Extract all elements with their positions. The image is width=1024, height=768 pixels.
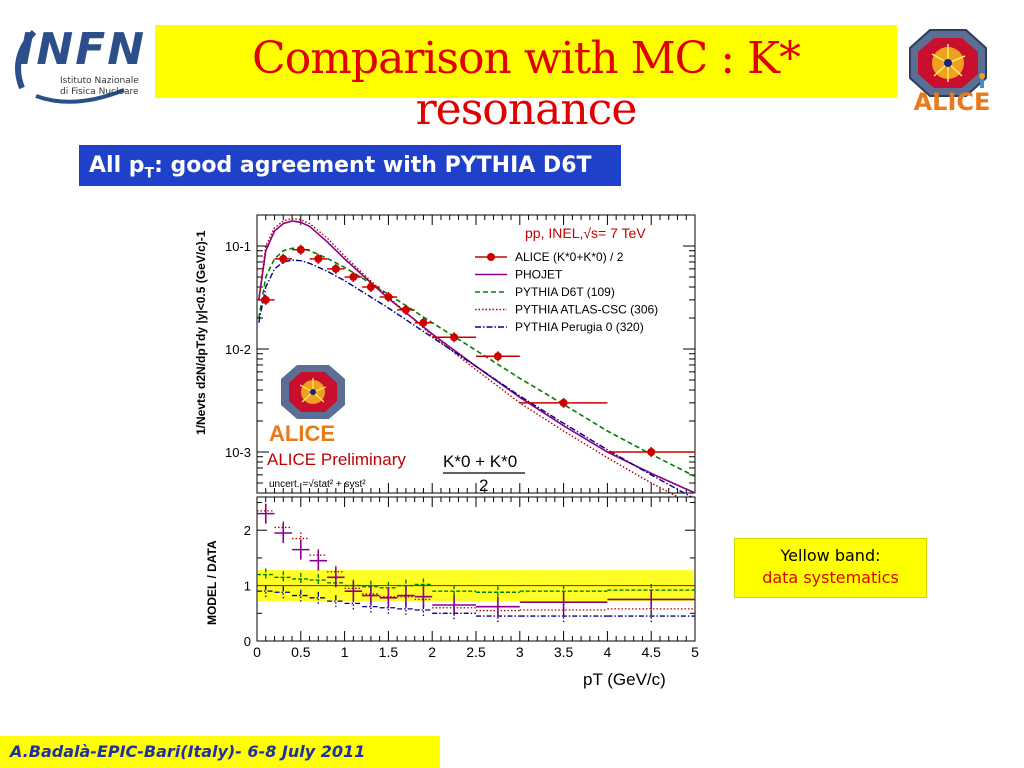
x-tick-label: 1.5 <box>379 644 399 660</box>
alice-wordmark: ALICE <box>913 88 991 116</box>
curve-perugia <box>258 259 696 500</box>
data-point <box>366 282 375 291</box>
data-point <box>450 333 459 342</box>
x-tick-label: 0 <box>253 644 261 660</box>
x-tick-label: 3 <box>516 644 524 660</box>
legend-label: PHOJET <box>515 268 563 282</box>
x-tick-label: 4.5 <box>641 644 661 660</box>
bottom-panel: 0 0.5 1 1.5 2 2.5 3 3.5 4 4.5 5 0 1 2 <box>244 496 699 660</box>
x-tick-label: 5 <box>691 644 699 660</box>
xlabel: pT (GeV/c) <box>583 670 666 689</box>
subtitle-banner: All pT: good agreement with PYTHIA D6T <box>79 145 621 186</box>
top-y-tick-label: 10-2 <box>225 342 251 357</box>
chart: 10-1 10-2 10-3 0 0.5 1 1.5 2 2.5 3 3.5 4 4.5 5 0 1 2 AL… <box>175 205 715 695</box>
uncert-label: uncert. =√stat² + syst² <box>269 478 366 490</box>
data-point <box>279 254 288 263</box>
x-tick-label: 3.5 <box>554 644 574 660</box>
data-point <box>493 352 502 361</box>
bottom-y-tick-label: 2 <box>244 523 251 538</box>
bottom-y-tick-label: 1 <box>244 579 251 594</box>
infn-wordmark: INFN <box>18 24 147 75</box>
legend-marker-dot <box>487 253 495 261</box>
note-line2: data systematics <box>762 568 899 587</box>
top-frame <box>256 214 696 494</box>
plot-alice-logo-icon <box>281 365 345 419</box>
data-point <box>647 448 656 457</box>
legend-label: PYTHIA Perugia 0 (320) <box>515 320 644 334</box>
subtitle-sub: T <box>144 165 155 182</box>
data-point <box>296 245 305 254</box>
legend-label: PYTHIA ATLAS-CSC (306) <box>515 303 658 317</box>
plot-alice-wordmark: ALICE <box>269 421 335 446</box>
x-tick-label: 0.5 <box>291 644 311 660</box>
bottom-frame <box>256 496 696 642</box>
infn-logo: INFN Istituto Nazionale di Fisica Nuclea… <box>14 18 156 108</box>
data-point <box>384 292 393 301</box>
infn-logo-icon <box>15 29 125 104</box>
top-panel: 10-1 10-2 10-3 <box>225 214 696 507</box>
legend-label: ALICE (K*0+K*0) / 2 <box>515 250 624 264</box>
alice-logo-icon <box>909 29 987 97</box>
data-point <box>401 305 410 314</box>
system-label: pp, INEL,√s= 7 TeV <box>525 225 646 241</box>
infn-line2: di Fisica Nucleare <box>60 87 139 97</box>
legend-label: PYTHIA D6T (109) <box>515 285 615 299</box>
top-ylabel: 1/Nevts d2N/dpTdy |y|<0.5 (GeV/c)-1 <box>194 230 208 435</box>
chart-svg: 10-1 10-2 10-3 0 0.5 1 1.5 2 2.5 3 3.5 4 4.5 5 0 1 2 AL… <box>194 214 699 689</box>
x-tick-label: 2.5 <box>466 644 486 660</box>
formula-denominator: 2 <box>479 476 488 495</box>
bottom-ylabel: MODEL / DATA <box>205 540 219 625</box>
top-y-tick-label: 10-1 <box>225 239 251 254</box>
subtitle-prefix: All p <box>89 153 145 178</box>
x-tick-label: 4 <box>604 644 612 660</box>
curve-phojet <box>258 220 696 494</box>
top-y-tick-label: 10-3 <box>225 445 251 460</box>
data-point <box>331 264 340 273</box>
data-point <box>349 273 358 282</box>
formula-numerator: K*0 + K*0 <box>443 452 517 471</box>
x-tick-label: 2 <box>428 644 436 660</box>
data-point <box>314 254 323 263</box>
footer: A.Badalà-EPIC-Bari(Italy)- 6-8 July 2011 <box>0 736 440 768</box>
data-point <box>261 295 270 304</box>
yellow-band-note: Yellow band: data systematics <box>734 538 927 598</box>
preliminary-label: ALICE Preliminary <box>267 450 406 469</box>
data-point <box>419 318 428 327</box>
note-line1: Yellow band: <box>780 546 881 565</box>
alice-logo: ALICE <box>902 26 994 116</box>
data-point <box>559 398 568 407</box>
page-title: Comparison with MC : K* resonance <box>252 33 801 135</box>
subtitle-suffix: : good agreement with PYTHIA D6T <box>154 153 592 178</box>
bottom-y-tick-label: 0 <box>244 634 251 649</box>
x-tick-label: 1 <box>341 644 349 660</box>
legend: ALICE (K*0+K*0) / 2 PHOJET PYTHIA D6T (109… <box>475 250 658 334</box>
infn-line1: Istituto Nazionale <box>60 76 139 86</box>
title-box: Comparison with MC : K* resonance <box>155 25 897 135</box>
curve-atlas <box>258 217 696 507</box>
